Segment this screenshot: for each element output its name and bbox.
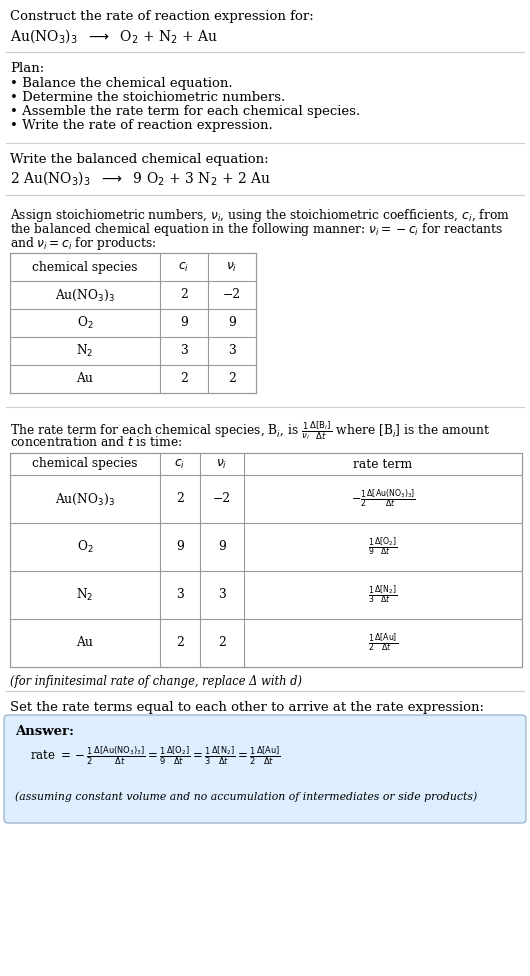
Text: 2: 2 — [228, 373, 236, 386]
Text: • Assemble the rate term for each chemical species.: • Assemble the rate term for each chemic… — [10, 105, 360, 118]
Text: 3: 3 — [180, 345, 188, 357]
Text: 9: 9 — [228, 316, 236, 330]
Text: Write the balanced chemical equation:: Write the balanced chemical equation: — [10, 153, 269, 166]
Text: (assuming constant volume and no accumulation of intermediates or side products): (assuming constant volume and no accumul… — [15, 791, 477, 801]
Text: O$_2$: O$_2$ — [77, 539, 93, 555]
Text: 2: 2 — [180, 289, 188, 302]
Text: rate term: rate term — [354, 458, 413, 470]
Text: $c_i$: $c_i$ — [174, 458, 186, 470]
Text: and $\nu_i = c_i$ for products:: and $\nu_i = c_i$ for products: — [10, 235, 156, 252]
Text: Au: Au — [76, 636, 93, 649]
Text: Au(NO$_3$)$_3$  $\longrightarrow$  O$_2$ + N$_2$ + Au: Au(NO$_3$)$_3$ $\longrightarrow$ O$_2$ +… — [10, 27, 218, 45]
Text: Answer:: Answer: — [15, 725, 74, 738]
Text: • Write the rate of reaction expression.: • Write the rate of reaction expression. — [10, 119, 273, 132]
Bar — [10, 253, 256, 393]
Text: chemical species: chemical species — [32, 261, 138, 273]
Text: 2: 2 — [180, 373, 188, 386]
Text: concentration and $t$ is time:: concentration and $t$ is time: — [10, 435, 182, 449]
Text: Construct the rate of reaction expression for:: Construct the rate of reaction expressio… — [10, 10, 314, 23]
Text: Assign stoichiometric numbers, $\nu_i$, using the stoichiometric coefficients, $: Assign stoichiometric numbers, $\nu_i$, … — [10, 207, 510, 224]
Text: 2: 2 — [176, 493, 184, 506]
Text: −2: −2 — [223, 289, 241, 302]
Text: Au: Au — [76, 373, 93, 386]
Text: The rate term for each chemical species, B$_i$, is $\frac{1}{\nu_i}\frac{\Delta[: The rate term for each chemical species,… — [10, 419, 491, 442]
Text: 2: 2 — [218, 636, 226, 649]
Text: 3: 3 — [218, 589, 226, 601]
Text: rate $= -\frac{1}{2}\frac{\Delta[\mathrm{Au(NO_3)_3}]}{\Delta t} = \frac{1}{9}\f: rate $= -\frac{1}{2}\frac{\Delta[\mathrm… — [30, 745, 281, 767]
Text: −2: −2 — [213, 493, 231, 506]
Text: 3: 3 — [228, 345, 236, 357]
Text: Au(NO$_3$)$_3$: Au(NO$_3$)$_3$ — [55, 491, 115, 507]
Text: $\frac{1}{9}\frac{\Delta[\mathrm{O_2}]}{\Delta t}$: $\frac{1}{9}\frac{\Delta[\mathrm{O_2}]}{… — [368, 536, 398, 558]
Text: Au(NO$_3$)$_3$: Au(NO$_3$)$_3$ — [55, 287, 115, 303]
Text: $\frac{1}{2}\frac{\Delta[\mathrm{Au}]}{\Delta t}$: $\frac{1}{2}\frac{\Delta[\mathrm{Au}]}{\… — [368, 631, 398, 655]
Text: O$_2$: O$_2$ — [77, 315, 93, 331]
Text: $-\frac{1}{2}\frac{\Delta[\mathrm{Au(NO_3)_3}]}{\Delta t}$: $-\frac{1}{2}\frac{\Delta[\mathrm{Au(NO_… — [350, 488, 416, 510]
Text: $\nu_i$: $\nu_i$ — [216, 458, 227, 470]
Text: (for infinitesimal rate of change, replace Δ with d): (for infinitesimal rate of change, repla… — [10, 675, 302, 688]
Text: 2: 2 — [176, 636, 184, 649]
Text: $\frac{1}{3}\frac{\Delta[\mathrm{N_2}]}{\Delta t}$: $\frac{1}{3}\frac{\Delta[\mathrm{N_2}]}{… — [368, 584, 398, 606]
Text: • Determine the stoichiometric numbers.: • Determine the stoichiometric numbers. — [10, 91, 285, 104]
Text: Set the rate terms equal to each other to arrive at the rate expression:: Set the rate terms equal to each other t… — [10, 701, 484, 714]
FancyBboxPatch shape — [4, 715, 526, 823]
Text: 9: 9 — [218, 541, 226, 553]
Text: N$_2$: N$_2$ — [76, 343, 94, 359]
Bar — [10, 453, 522, 667]
Text: N$_2$: N$_2$ — [76, 587, 94, 603]
Text: 9: 9 — [180, 316, 188, 330]
Text: the balanced chemical equation in the following manner: $\nu_i = -c_i$ for react: the balanced chemical equation in the fo… — [10, 221, 503, 238]
Text: chemical species: chemical species — [32, 458, 138, 470]
Text: 9: 9 — [176, 541, 184, 553]
Text: Plan:: Plan: — [10, 62, 44, 75]
Text: 2 Au(NO$_3$)$_3$  $\longrightarrow$  9 O$_2$ + 3 N$_2$ + 2 Au: 2 Au(NO$_3$)$_3$ $\longrightarrow$ 9 O$_… — [10, 169, 271, 186]
Text: $c_i$: $c_i$ — [179, 261, 190, 273]
Text: • Balance the chemical equation.: • Balance the chemical equation. — [10, 77, 233, 90]
Text: 3: 3 — [176, 589, 184, 601]
Text: $\nu_i$: $\nu_i$ — [226, 261, 237, 273]
